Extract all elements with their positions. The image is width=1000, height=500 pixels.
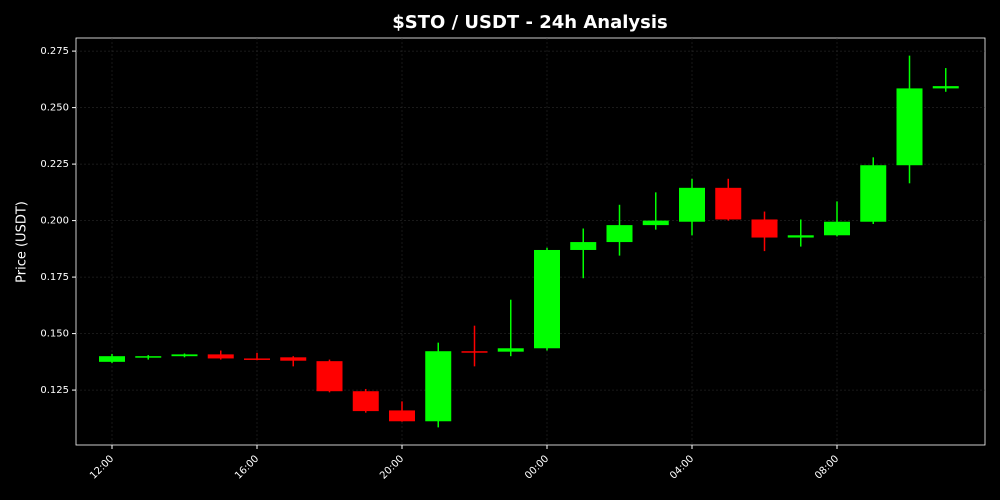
- candle-body: [679, 187, 705, 222]
- y-tick-label: 0.275: [40, 46, 69, 57]
- x-tick-label: 12:00: [88, 453, 116, 481]
- candle-body: [570, 242, 597, 250]
- candle-body: [425, 351, 452, 422]
- y-axis-label: Price (USDT): [15, 201, 30, 283]
- y-tick-label: 0.125: [40, 385, 69, 396]
- candle-body: [244, 358, 270, 360]
- chart-title: $STO / USDT - 24h Analysis: [392, 12, 668, 33]
- candle-body: [389, 410, 415, 422]
- candle-body: [461, 351, 488, 353]
- candle-body: [860, 165, 887, 222]
- candle-body: [787, 235, 814, 238]
- y-tick-label: 0.250: [40, 103, 69, 114]
- x-tick-label: 08:00: [813, 453, 841, 481]
- candle-body: [751, 219, 778, 238]
- candle-body: [534, 249, 560, 349]
- candle-body: [207, 354, 234, 359]
- y-tick-label: 0.200: [40, 216, 69, 227]
- x-tick-label: 00:00: [523, 453, 551, 481]
- candle-body: [316, 361, 343, 392]
- y-tick-label: 0.150: [40, 329, 69, 340]
- candle-body: [824, 221, 850, 236]
- y-tick-label: 0.175: [40, 272, 69, 283]
- candle-body: [135, 356, 162, 358]
- candle-body: [932, 86, 959, 89]
- candle-body: [280, 357, 307, 361]
- candle-body: [99, 356, 125, 362]
- x-tick-label: 16:00: [233, 453, 261, 481]
- candle-body: [352, 391, 379, 412]
- candle-body: [896, 88, 923, 166]
- candle-body: [497, 348, 524, 352]
- x-tick-label: 20:00: [378, 453, 406, 481]
- x-tick-label: 04:00: [668, 453, 696, 481]
- candle-body: [606, 225, 633, 243]
- y-tick-label: 0.225: [40, 159, 69, 170]
- candle-body: [642, 220, 669, 226]
- plot-frame: [75, 37, 986, 446]
- candle-body: [171, 354, 198, 357]
- candle-body: [715, 187, 742, 220]
